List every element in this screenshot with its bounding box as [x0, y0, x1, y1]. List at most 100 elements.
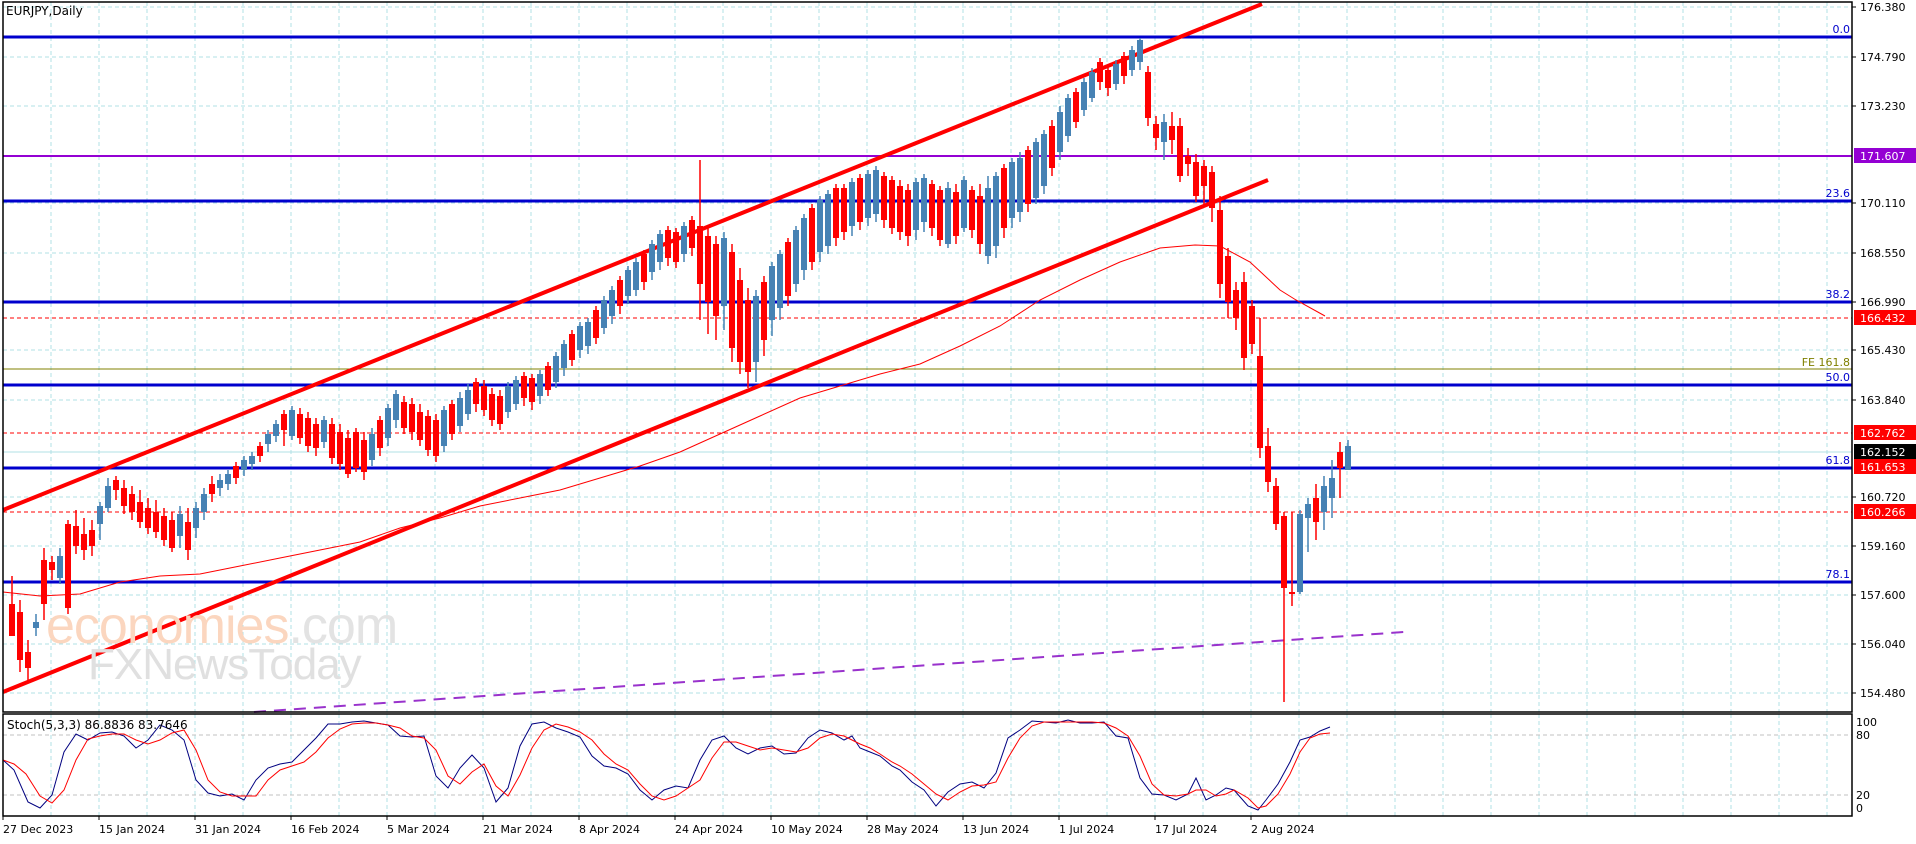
candle-bearish [361, 440, 367, 472]
candle-bearish [425, 416, 431, 450]
fib-label: 0.0 [1833, 23, 1851, 36]
candle-bearish [833, 188, 839, 238]
candle-bearish [481, 386, 487, 410]
price-label-box [1854, 459, 1916, 474]
candle-bullish [241, 460, 247, 470]
candle-bullish [1161, 122, 1167, 142]
candle-bullish [921, 178, 927, 222]
candle-bullish [849, 182, 855, 226]
candle-bullish [777, 254, 783, 308]
candle-bullish [633, 262, 639, 290]
candle-bearish [1177, 126, 1183, 176]
date-label: 1 Jul 2024 [1059, 823, 1114, 836]
candle-bearish [729, 252, 735, 348]
date-label: 21 Mar 2024 [483, 823, 553, 836]
stoch-axis-label: 100 [1856, 716, 1877, 729]
candle-bullish [625, 270, 631, 296]
candle-bullish [273, 424, 279, 436]
candle-bullish [1017, 158, 1023, 212]
price-tick-label: 173.230 [1860, 100, 1906, 113]
date-label: 24 Apr 2024 [675, 823, 743, 836]
candle-bearish [713, 244, 719, 316]
candle-bullish [57, 556, 63, 578]
candle-bearish [353, 432, 359, 468]
candle-bearish [153, 512, 159, 532]
candle-bearish [233, 466, 239, 478]
candle-bearish [897, 186, 903, 232]
candle-bearish [401, 402, 407, 428]
date-label: 5 Mar 2024 [387, 823, 450, 836]
candle-bullish [609, 290, 615, 316]
candle-bullish [193, 508, 199, 528]
candle-bullish [873, 170, 879, 214]
channel-lower-line[interactable] [2, 178, 1269, 694]
candle-bearish [345, 438, 351, 474]
candle-bearish [409, 404, 415, 432]
candle-bullish [513, 380, 519, 404]
candle-bullish [1297, 514, 1303, 592]
candle-bearish [881, 176, 887, 220]
candle-bearish [25, 652, 31, 668]
candle-bullish [441, 410, 447, 446]
candle-bearish [673, 232, 679, 262]
candle-bullish [225, 474, 231, 484]
price-tick-label: 174.790 [1860, 51, 1906, 64]
candle-bullish [561, 344, 567, 368]
candle-bearish [17, 612, 23, 660]
candle-bullish [865, 174, 871, 218]
candle-bullish [369, 434, 375, 460]
candle-bearish [73, 526, 79, 546]
candle-bullish [585, 322, 591, 346]
channel-upper-line[interactable] [2, 2, 1263, 512]
candle-bearish [641, 254, 647, 282]
candle-bearish [449, 404, 455, 434]
fib-label: 38.2 [1826, 288, 1851, 301]
candle-bearish [745, 300, 751, 372]
price-tick-label: 163.840 [1860, 394, 1906, 407]
price-label-box [1854, 310, 1916, 325]
candle-bearish [1233, 290, 1239, 318]
candle-bullish [553, 356, 559, 382]
stoch-signal-line [2, 721, 1331, 809]
candle-bullish [817, 200, 823, 252]
candle-bearish [137, 502, 143, 522]
candle-bullish [97, 506, 103, 524]
grid-layer [2, 2, 1852, 816]
purple-trend-line[interactable] [253, 631, 1405, 713]
price-tick-label: 157.600 [1860, 589, 1906, 602]
candle-bearish [65, 524, 71, 608]
candle-bullish [1009, 162, 1015, 218]
candle-bullish [457, 398, 463, 426]
candle-bearish [665, 230, 671, 258]
candle-bearish [497, 396, 503, 424]
price-label-text: 161.653 [1860, 461, 1906, 474]
candle-bullish [249, 456, 255, 464]
candle-bullish [105, 486, 111, 508]
candle-bearish [809, 208, 815, 262]
candle-bearish [1001, 168, 1007, 228]
candle-bearish [1289, 592, 1295, 594]
candle-bearish [161, 516, 167, 540]
candle-bearish [761, 282, 767, 340]
price-tick-label: 166.990 [1860, 296, 1906, 309]
price-label-box [1854, 444, 1916, 459]
date-label: 17 Jul 2024 [1155, 823, 1217, 836]
date-label: 15 Jan 2024 [99, 823, 165, 836]
candle-bearish [1249, 306, 1255, 344]
candle-bearish [529, 378, 535, 402]
candle-bearish [209, 484, 215, 494]
date-label: 10 May 2024 [771, 823, 843, 836]
price-label-box [1854, 504, 1916, 519]
candle-bearish [977, 196, 983, 244]
candle-bearish [1241, 282, 1247, 358]
candle-bearish [1281, 516, 1287, 588]
candle-bearish [81, 534, 87, 550]
candle-bearish [841, 188, 847, 232]
date-label: 8 Apr 2024 [579, 823, 640, 836]
candle-bullish [993, 176, 999, 246]
candle-bearish [1193, 162, 1199, 196]
candle-bearish [145, 508, 151, 528]
date-label: 28 May 2024 [867, 823, 939, 836]
